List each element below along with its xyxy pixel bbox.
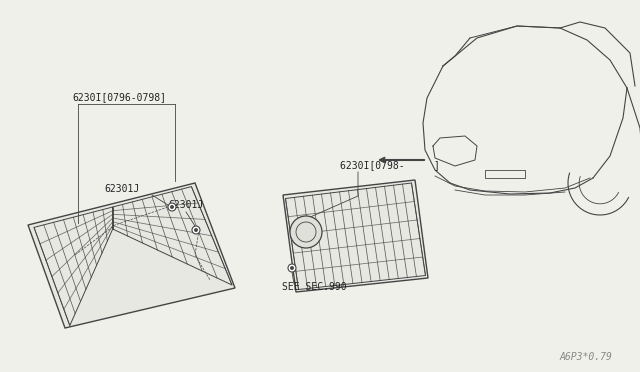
Text: 62301J: 62301J (168, 200, 204, 210)
Polygon shape (28, 183, 235, 328)
Text: SEE SEC.990: SEE SEC.990 (282, 282, 347, 292)
Text: 6230I[0798-     ]: 6230I[0798- ] (340, 160, 440, 170)
Polygon shape (283, 180, 428, 292)
Circle shape (168, 203, 176, 211)
Circle shape (170, 205, 173, 209)
Circle shape (290, 216, 322, 248)
Circle shape (192, 226, 200, 234)
Text: 6230I[0796-0798]: 6230I[0796-0798] (72, 92, 166, 102)
Bar (485, 170, 525, 178)
Text: 62301J: 62301J (104, 184, 140, 194)
Circle shape (288, 264, 296, 272)
Circle shape (291, 266, 294, 270)
Text: A6P3*0.79: A6P3*0.79 (559, 352, 612, 362)
Circle shape (195, 228, 198, 232)
